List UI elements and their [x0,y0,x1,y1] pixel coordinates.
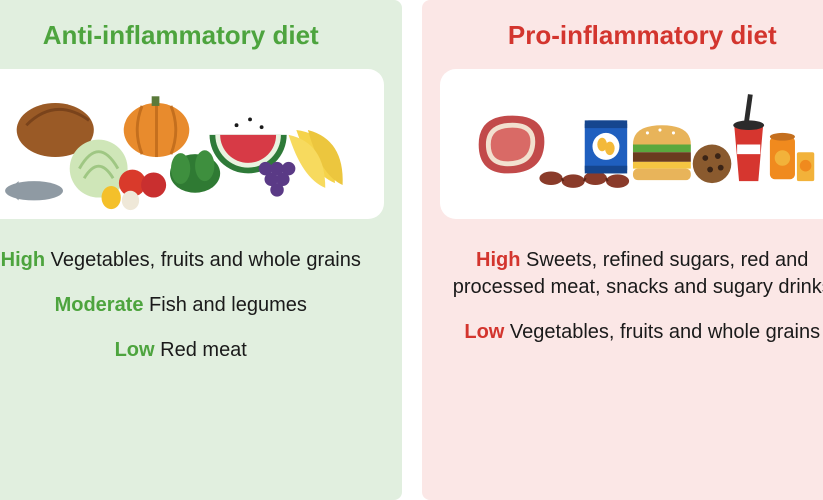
food-illustration-right [440,69,823,219]
description-left: High Vegetables, fruits and whole grains… [1,247,361,364]
line-high: High Sweets, refined sugars, red and pro… [440,247,823,301]
line-low: Low Vegetables, fruits and whole grains [464,319,820,346]
unhealthy-foods-icon [450,77,823,212]
line-high: High Vegetables, fruits and whole grains [1,247,361,274]
food-illustration-left [0,69,384,219]
text-low: Red meat [160,339,247,361]
text-moderate: Fish and legumes [149,294,307,316]
tag-moderate: Moderate [55,294,144,316]
panel-title-right: Pro-inflammatory diet [508,20,777,51]
anti-inflammatory-panel: Anti-inflammatory diet [0,0,402,500]
line-moderate: Moderate Fish and legumes [55,292,307,319]
pro-inflammatory-panel: Pro-inflammatory diet [422,0,823,500]
panel-title-left: Anti-inflammatory diet [43,20,319,51]
text-low: Vegetables, fruits and whole grains [510,321,820,343]
line-low: Low Red meat [115,337,247,364]
tag-low: Low [464,321,504,343]
tag-low: Low [115,339,155,361]
healthy-foods-icon [0,77,373,212]
tag-high: High [476,249,520,271]
description-right: High Sweets, refined sugars, red and pro… [440,247,823,346]
tag-high: High [1,249,45,271]
text-high: Vegetables, fruits and whole grains [51,249,361,271]
